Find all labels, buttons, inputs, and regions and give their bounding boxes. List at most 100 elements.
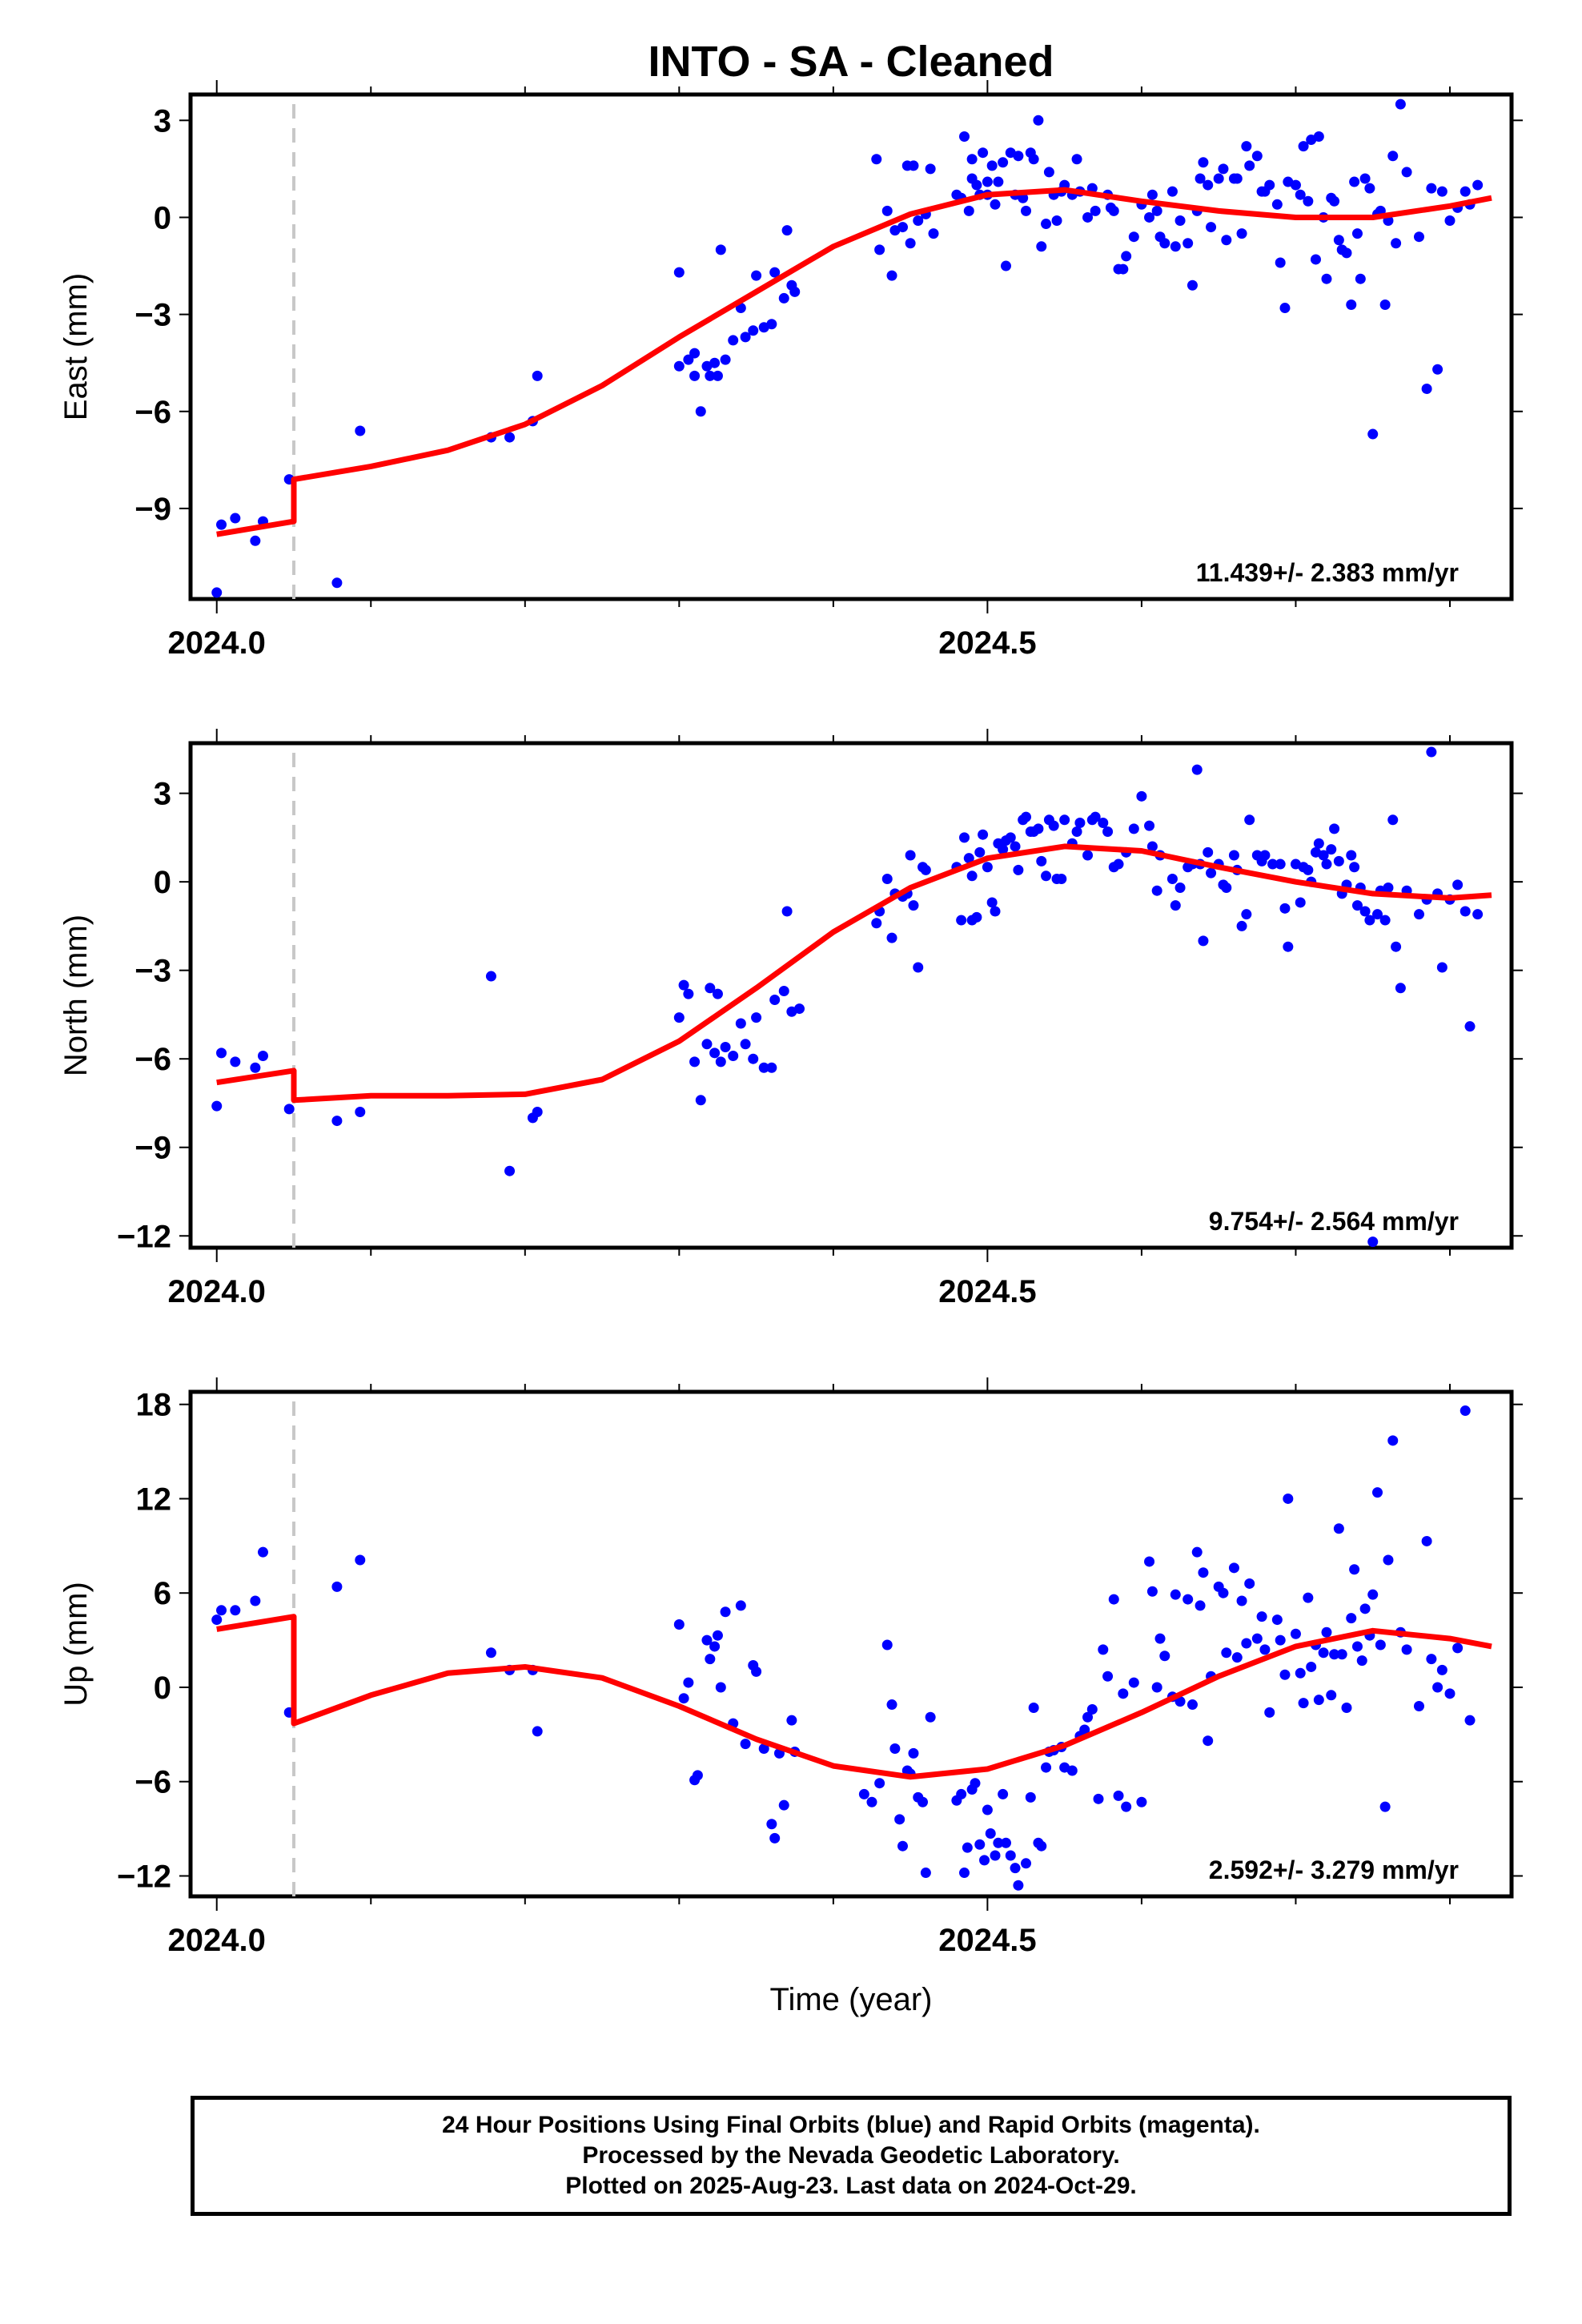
data-point [1228,1562,1239,1574]
data-point [1051,215,1062,226]
data-point [986,897,998,908]
data-point [959,1868,970,1879]
data-point [1383,1554,1394,1566]
y-axis-label: East (mm) [58,273,94,420]
panel-up: 2024.0 2024.5 18 12 6 0 −6 −12 Up (mm) 2.592+/- 3… [58,1377,1523,1958]
data-point [1244,160,1255,171]
data-point [740,1039,751,1050]
y-tick-label: −6 [135,1765,171,1800]
data-point [709,1641,721,1652]
data-point [683,988,694,999]
data-point [211,587,223,598]
data-point [871,918,882,929]
data-point [925,163,936,175]
data-point [331,1581,343,1592]
data-point [250,1062,261,1073]
data-point [728,1051,739,1062]
plot-frame [188,1389,1514,1899]
data-point [705,370,716,381]
data-point [1236,920,1247,931]
data-point [990,906,1001,917]
data-point [886,270,897,281]
data-point [1364,915,1375,926]
x-tick-label: 2024.0 [168,625,266,661]
data-point [712,988,723,999]
data-point [1159,238,1170,249]
data-point [1041,219,1052,230]
data-point [881,205,893,216]
data-point [1021,811,1032,822]
data-point [1259,850,1271,861]
data-point [1436,1664,1447,1675]
data-point [966,154,978,165]
data-point [1071,826,1082,838]
data-point [913,215,924,226]
data-point [257,1051,268,1062]
data-point [1279,303,1291,314]
data-point [709,357,721,368]
data-point [1028,154,1039,165]
data-point [1313,131,1324,142]
data-point [998,1788,1009,1799]
data-point [751,1666,762,1677]
data-point [1444,1688,1456,1699]
data-point [1359,906,1371,917]
data-point [970,1778,981,1789]
data-point [1191,1546,1203,1558]
data-point [211,1100,223,1112]
y-tick-label: 3 [154,103,171,139]
data-point [1460,906,1471,917]
data-point [1367,1589,1379,1600]
data-point [1093,1793,1104,1804]
data-point [1128,231,1139,243]
data-point [985,1827,996,1839]
data-point [683,354,694,365]
data-point [769,267,781,278]
data-point [1090,811,1101,822]
data-point [1351,1641,1363,1652]
data-point [1170,900,1181,911]
data-point [695,1095,706,1106]
y-tick-label: 0 [154,865,171,900]
data-point [532,1726,543,1737]
data-point [1166,873,1178,884]
data-point [1000,1837,1011,1848]
data-point [673,360,685,372]
data-point [1128,1677,1139,1688]
data-point [701,1039,713,1050]
data-point [1326,1690,1337,1701]
data-point [913,962,924,973]
x-tick-label: 2024.0 [168,1923,266,1958]
data-point [1221,235,1232,246]
data-point [1206,867,1217,879]
data-point [331,1116,343,1127]
data-point [1010,1863,1021,1874]
data-point [1146,841,1158,852]
data-point [1036,855,1047,866]
data-point [794,1003,805,1015]
data-point [1086,1703,1098,1715]
data-point [1444,215,1456,226]
data-point [216,1605,227,1616]
y-tick-label: −12 [117,1859,171,1894]
data-point [1264,1707,1275,1718]
data-point [715,244,726,255]
data-point [1283,941,1294,952]
data-point [1144,1556,1155,1567]
data-point [978,829,989,840]
data-point [858,1788,869,1799]
data-point [1198,935,1209,947]
data-point [769,995,781,1006]
data-point [1279,1669,1291,1680]
data-point [1290,1628,1301,1639]
plot-frame [188,92,1514,601]
data-point [355,1554,366,1566]
x-tick-label: 2024.5 [938,625,1036,661]
data-point [1271,1614,1283,1626]
data-point [485,1647,496,1659]
data-point [1059,814,1070,826]
data-point [1275,257,1286,268]
data-point [786,1715,797,1726]
data-point [1295,897,1306,908]
data-point [230,1605,241,1616]
